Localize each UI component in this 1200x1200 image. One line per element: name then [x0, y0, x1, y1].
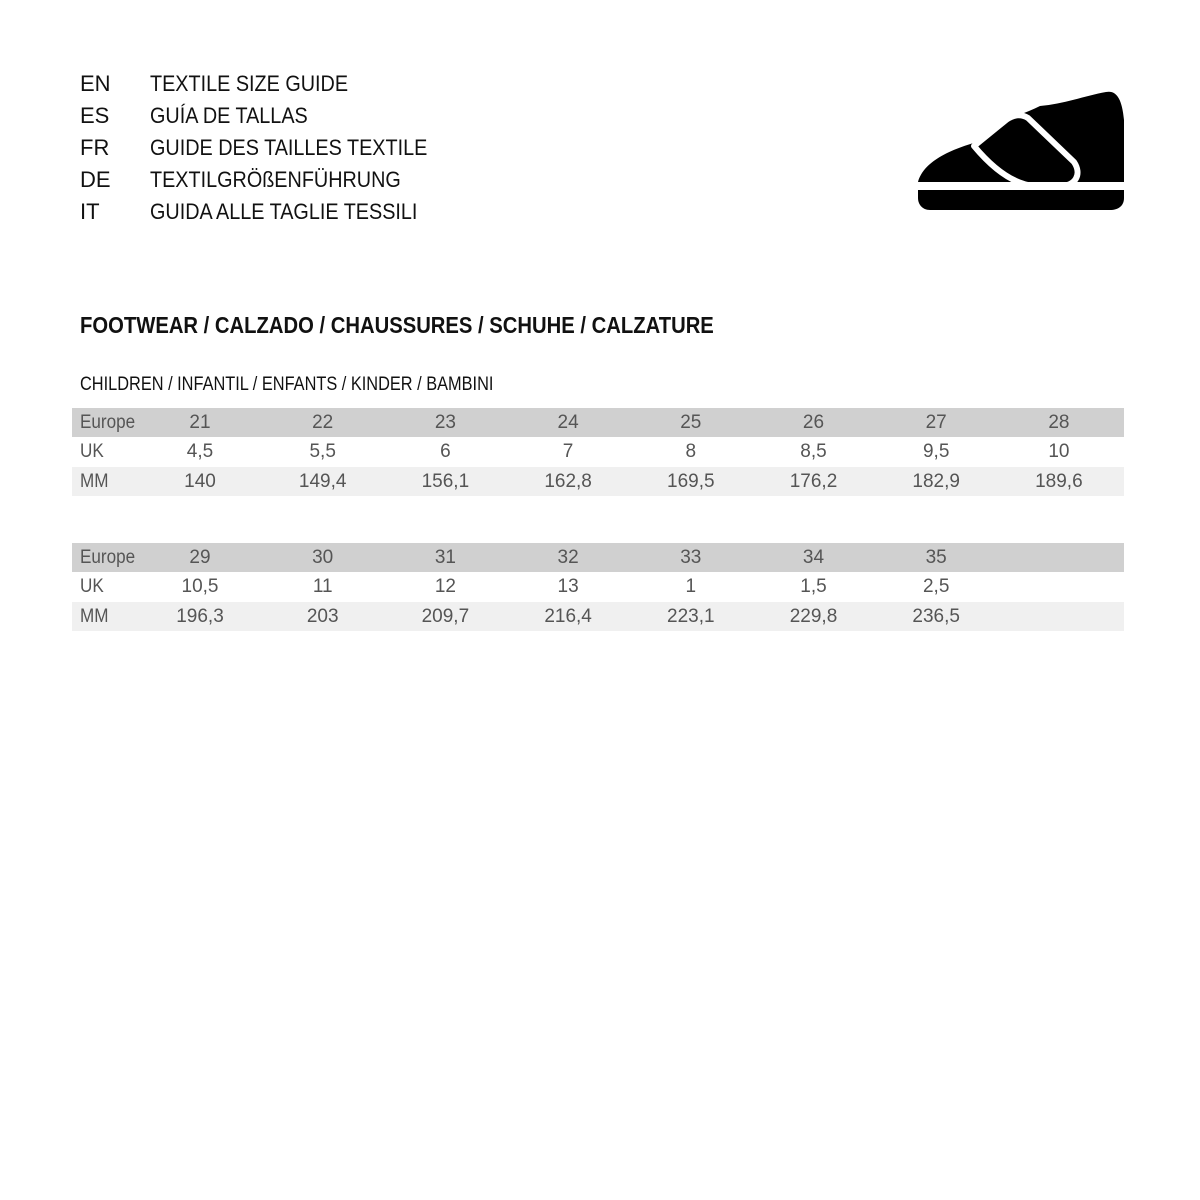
size-cell: 176,2: [789, 470, 838, 492]
size-cell: 216,4: [544, 605, 592, 627]
row-label: UK: [80, 576, 104, 598]
size-cell: 24: [557, 412, 579, 433]
size-cell: 4,5: [186, 441, 214, 463]
language-code: FR: [80, 135, 110, 160]
row-label: MM: [80, 470, 109, 492]
section-title: FOOTWEAR / CALZADO / CHAUSSURES / SCHUHE…: [80, 312, 714, 338]
size-cell: 27: [925, 412, 947, 433]
uk-row: UK 4,5 5,5 6 7 8 8,5 9,5 10: [72, 437, 1124, 466]
size-cell: 2,5: [922, 576, 950, 598]
row-label: MM: [80, 605, 109, 627]
size-cell: 6: [440, 441, 451, 463]
size-cell: 156,1: [421, 470, 470, 492]
language-code: EN: [80, 71, 111, 96]
size-cell: 203: [306, 605, 339, 627]
size-cell: 7: [562, 441, 574, 463]
size-cell: 10,5: [181, 576, 219, 598]
size-cell: 30: [312, 547, 334, 568]
size-cell: 5,5: [309, 441, 336, 463]
size-cell: 13: [557, 576, 579, 598]
language-row-de: DE TEXTILGRÖßENFÜHRUNG: [80, 164, 458, 196]
size-cell: 149,4: [298, 470, 347, 492]
uk-row: UK 10,5 11 12 13 1 1,5 2,5: [72, 572, 1124, 601]
mm-row: MM 140 149,4 156,1 162,8 169,5 176,2 182,9 189,6: [72, 466, 1124, 496]
language-list: EN TEXTILE SIZE GUIDE ES GUÍA DE TALLAS FR…: [80, 68, 458, 228]
size-cell: 21: [189, 412, 211, 433]
mm-row: MM 196,3 203 209,7 216,4 223,1 229,8 236,5: [72, 601, 1124, 631]
size-cell: 236,5: [912, 605, 960, 627]
language-title: TEXTILE SIZE GUIDE: [150, 71, 349, 96]
size-cell: 1,5: [800, 576, 827, 598]
size-cell: 33: [680, 547, 702, 568]
size-cell: 140: [184, 470, 216, 492]
size-cell: 10: [1048, 441, 1070, 463]
size-cell: 189,6: [1035, 470, 1083, 492]
size-cell: 229,8: [789, 605, 838, 627]
size-cell: 209,7: [421, 605, 470, 627]
row-label: Europe: [80, 547, 136, 568]
row-label: UK: [80, 441, 104, 463]
language-row-es: ES GUÍA DE TALLAS: [80, 100, 458, 132]
size-cell: 22: [312, 412, 334, 433]
language-row-en: EN TEXTILE SIZE GUIDE: [80, 68, 458, 100]
language-title: GUÍA DE TALLAS: [150, 103, 308, 128]
size-cell: 23: [434, 412, 456, 433]
row-label: Europe: [80, 412, 136, 433]
size-cell: 1: [685, 576, 697, 598]
language-title: TEXTILGRÖßENFÜHRUNG: [150, 167, 401, 192]
size-cell: 169,5: [667, 470, 715, 492]
size-cell: 11: [312, 576, 333, 598]
europe-row: Europe 21 22 23 24 25 26 27 28: [72, 408, 1124, 438]
size-cell: 182,9: [912, 470, 960, 492]
size-cell: 223,1: [667, 605, 715, 627]
size-table-2: Europe 29 30 31 32 33 34 35 UK 10,5 11 12 13 1 1,5 2,5 M…: [72, 543, 1124, 631]
size-table-1: Europe 21 22 23 24 25 26 27 28 UK 4,5 5,5 6 7 8 8,5 9,5 1…: [72, 408, 1124, 496]
size-cell: 31: [434, 547, 456, 568]
size-cell: 32: [557, 547, 579, 568]
language-row-fr: FR GUIDE DES TAILLES TEXTILE: [80, 132, 458, 164]
size-cell: 196,3: [176, 605, 224, 627]
size-cell: 8,5: [800, 441, 827, 463]
size-cell: 25: [680, 412, 702, 433]
europe-row: Europe 29 30 31 32 33 34 35: [72, 543, 1124, 573]
language-code: DE: [80, 167, 111, 192]
language-row-it: IT GUIDA ALLE TAGLIE TESSILI: [80, 196, 458, 228]
language-title: GUIDA ALLE TAGLIE TESSILI: [150, 199, 418, 224]
size-cell: 12: [434, 576, 456, 598]
size-cell: 29: [189, 547, 211, 568]
size-cell: 35: [925, 547, 947, 568]
language-code: IT: [80, 199, 100, 224]
size-cell: 8: [685, 441, 697, 463]
size-cell: 26: [802, 412, 825, 433]
velcro-shoe-icon: [918, 91, 1124, 210]
subsection-title: CHILDREN / INFANTIL / ENFANTS / KINDER /…: [80, 374, 494, 395]
size-cell: 28: [1048, 412, 1070, 433]
language-title: GUIDE DES TAILLES TEXTILE: [150, 135, 428, 160]
size-cell: 162,8: [544, 470, 592, 492]
language-code: ES: [80, 103, 110, 128]
size-cell: 9,5: [922, 441, 950, 463]
size-cell: 34: [802, 547, 825, 568]
